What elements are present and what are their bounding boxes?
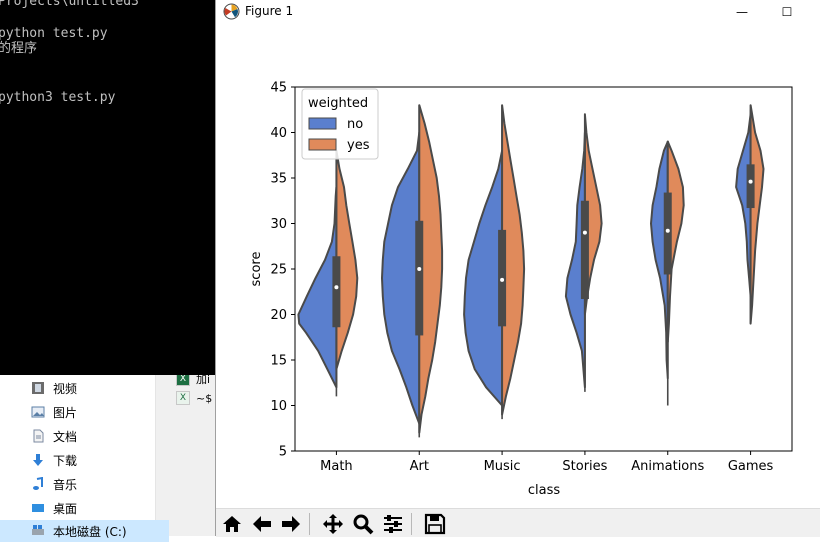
violin-half-no-music	[463, 149, 504, 407]
violin-half-yes-art	[418, 104, 444, 434]
document-icon	[30, 428, 46, 444]
drive-icon	[30, 523, 46, 539]
median-animations	[665, 228, 670, 233]
nav-item-videos[interactable]: 视频	[30, 377, 77, 399]
file-name: ~$	[196, 391, 213, 405]
matplotlib-logo-icon	[223, 3, 240, 20]
figure-window: Figure 1 — ☐ 5 10 15 20 25 30 35 40 45 Math Art Mu…	[215, 0, 820, 537]
minimize-button[interactable]: —	[736, 5, 748, 19]
legend-label-yes: yes	[347, 138, 370, 153]
console-line: python test.py	[0, 26, 108, 41]
x-tick-label: Animations	[631, 459, 704, 474]
home-icon	[223, 516, 241, 532]
violin-half-yes-games	[749, 104, 765, 325]
file-name: 加i	[196, 373, 211, 386]
y-tick-label: 10	[270, 399, 287, 414]
nav-item-local-disk-c[interactable]: 本地磁盘 (C:)	[0, 520, 169, 542]
plot-canvas[interactable]: 5 10 15 20 25 30 35 40 45 Math Art Music Stories Ani…	[216, 24, 820, 508]
excel-temp-file-icon: X	[176, 391, 190, 405]
legend-title: weighted	[308, 96, 368, 111]
sliders-icon	[384, 515, 402, 533]
floppy-disk-icon	[424, 513, 446, 535]
nav-item-label: 图片	[53, 405, 78, 420]
x-tick-label: Art	[410, 459, 429, 474]
nav-item-label: 桌面	[53, 501, 78, 516]
x-tick-label: Music	[484, 459, 521, 474]
desktop-icon	[30, 500, 46, 516]
picture-icon	[30, 404, 46, 420]
violin-half-no-math	[297, 186, 338, 389]
legend-swatch-yes	[308, 138, 337, 151]
video-icon	[30, 380, 46, 396]
toolbar-separator	[309, 513, 310, 535]
median-art	[417, 267, 422, 271]
median-math	[334, 285, 339, 290]
y-tick-label: 35	[270, 172, 287, 187]
navigation-toolbar	[216, 508, 820, 537]
y-tick-label: 20	[270, 308, 287, 323]
magnifier-icon	[353, 514, 374, 535]
toolbar-separator	[411, 513, 412, 535]
legend: weighted no yes	[301, 88, 379, 160]
violin-half-no-art	[381, 131, 421, 425]
console-line: 的程序	[0, 41, 38, 56]
x-tick-label: Stories	[562, 459, 607, 474]
home-button[interactable]	[219, 511, 245, 537]
median-stories	[582, 230, 587, 235]
music-icon	[30, 476, 46, 492]
back-button[interactable]	[249, 511, 275, 537]
y-tick-label: 15	[270, 354, 287, 369]
nav-item-label: 下载	[53, 453, 78, 468]
nav-item-desktop[interactable]: 桌面	[30, 497, 77, 519]
y-tick-label: 5	[279, 445, 287, 460]
legend-swatch-no	[308, 117, 337, 130]
nav-item-music[interactable]: 音乐	[30, 473, 77, 495]
arrow-right-icon	[282, 516, 300, 532]
legend-label-no: no	[347, 117, 363, 132]
nav-item-label: 音乐	[53, 477, 78, 492]
title-bar[interactable]: Figure 1 — ☐	[216, 0, 820, 24]
box-games	[746, 164, 755, 209]
box-animations	[663, 192, 672, 275]
nav-item-label: 文档	[53, 429, 78, 444]
x-tick-label: Math	[320, 459, 353, 474]
violin-half-yes-math	[335, 149, 359, 371]
console-line: python3 test.py	[0, 90, 116, 105]
violin-chart: 5 10 15 20 25 30 35 40 45 Math Art Music Stories Ani…	[249, 81, 793, 498]
y-axis-label: score	[249, 252, 264, 287]
box-math	[332, 256, 341, 328]
configure-subplots-button[interactable]	[380, 511, 406, 537]
navigation-pane[interactable]	[0, 375, 156, 536]
x-tick-label: Games	[728, 459, 774, 474]
console-window[interactable]: Projects\untitled3 python test.py 的程序 py…	[0, 0, 215, 375]
y-tick-label: 40	[270, 126, 287, 141]
move-icon	[323, 514, 343, 534]
window-title: Figure 1	[245, 4, 294, 18]
nav-item-documents[interactable]: 文档	[30, 425, 77, 447]
y-tick-label: 45	[270, 81, 287, 96]
nav-item-label: 本地磁盘 (C:)	[53, 524, 127, 539]
file-item[interactable]: X ~$	[176, 389, 212, 407]
nav-item-pictures[interactable]: 图片	[30, 401, 77, 423]
median-music	[500, 277, 505, 282]
console-line: Projects\untitled3	[0, 0, 139, 9]
box-stories	[580, 200, 589, 300]
save-button[interactable]	[422, 511, 448, 537]
maximize-button[interactable]: ☐	[781, 5, 793, 19]
download-icon	[30, 452, 46, 468]
y-tick-label: 30	[270, 217, 287, 232]
zoom-button[interactable]	[350, 511, 376, 537]
nav-item-downloads[interactable]: 下载	[30, 449, 77, 471]
pan-button[interactable]	[320, 511, 346, 537]
forward-button[interactable]	[278, 511, 304, 537]
violin-half-no-animations	[650, 140, 669, 380]
arrow-left-icon	[253, 516, 271, 532]
violin-half-yes-music	[501, 104, 526, 416]
x-axis-label: class	[528, 483, 560, 498]
median-games	[748, 179, 753, 184]
box-art	[415, 220, 424, 336]
nav-item-label: 视频	[53, 381, 78, 396]
y-tick-label: 25	[270, 263, 287, 278]
